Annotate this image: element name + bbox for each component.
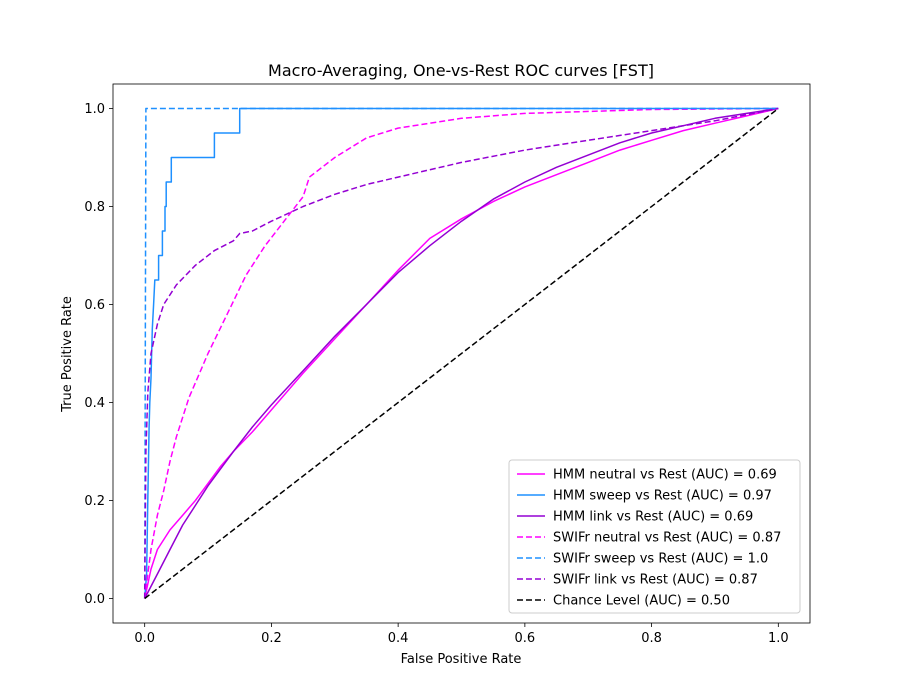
legend-label: SWIFr link vs Rest (AUC) = 0.87 (553, 573, 758, 588)
legend-label: HMM link vs Rest (AUC) = 0.69 (553, 510, 753, 525)
chart-title: Macro-Averaging, One-vs-Rest ROC curves … (268, 61, 654, 80)
legend-label: Chance Level (AUC) = 0.50 (553, 594, 730, 609)
y-tick-label: 0.8 (84, 200, 105, 215)
series-line-hmm-sweep-vs-rest-0-97 (143, 107, 779, 599)
series-line-hmm-link-vs-rest-0-69 (144, 107, 779, 599)
legend-box (508, 459, 801, 614)
x-tick-label: 0.4 (388, 631, 409, 646)
x-axis-label: False Positive Rate (401, 652, 522, 667)
series-line-chance-level-0-50 (144, 107, 779, 600)
legend: HMM neutral vs Rest (AUC) = 0.69 HMM swee… (508, 459, 801, 614)
y-tick-label: 0.6 (84, 298, 105, 313)
x-tick-label: 1.0 (768, 631, 789, 646)
y-tick-label: 0.4 (84, 396, 105, 411)
legend-label: HMM neutral vs Rest (AUC) = 0.69 (553, 468, 777, 483)
legend-label: SWIFr sweep vs Rest (AUC) = 1.0 (553, 552, 768, 567)
y-axis-label: True Positive Rate (60, 296, 75, 413)
axes-frame (112, 83, 811, 624)
x-tick-label: 0.6 (515, 631, 536, 646)
y-tick-label: 1.0 (84, 102, 105, 117)
series-line-swifr-neutral-vs-rest-0-87 (143, 107, 779, 599)
series-line-swifr-sweep-vs-rest-1-0 (143, 107, 779, 599)
series-lines (143, 107, 779, 600)
x-tick-label: 0.8 (641, 631, 662, 646)
legend-label: HMM sweep vs Rest (AUC) = 0.97 (553, 489, 772, 504)
series-line-swifr-link-vs-rest-0-87 (143, 107, 779, 599)
legend-label: SWIFr neutral vs Rest (AUC) = 0.87 (553, 531, 781, 546)
plot-area (143, 107, 779, 600)
y-tick-label: 0.2 (84, 494, 105, 509)
x-tick-label: 0.0 (134, 631, 155, 646)
axes: 0.0 0.2 0.4 0.6 0.8 1.0 0.0 0.2 0.4 0.6 0.8 1.0 (84, 83, 811, 646)
x-tick-label: 0.2 (261, 631, 282, 646)
y-tick-label: 0.0 (84, 592, 105, 607)
